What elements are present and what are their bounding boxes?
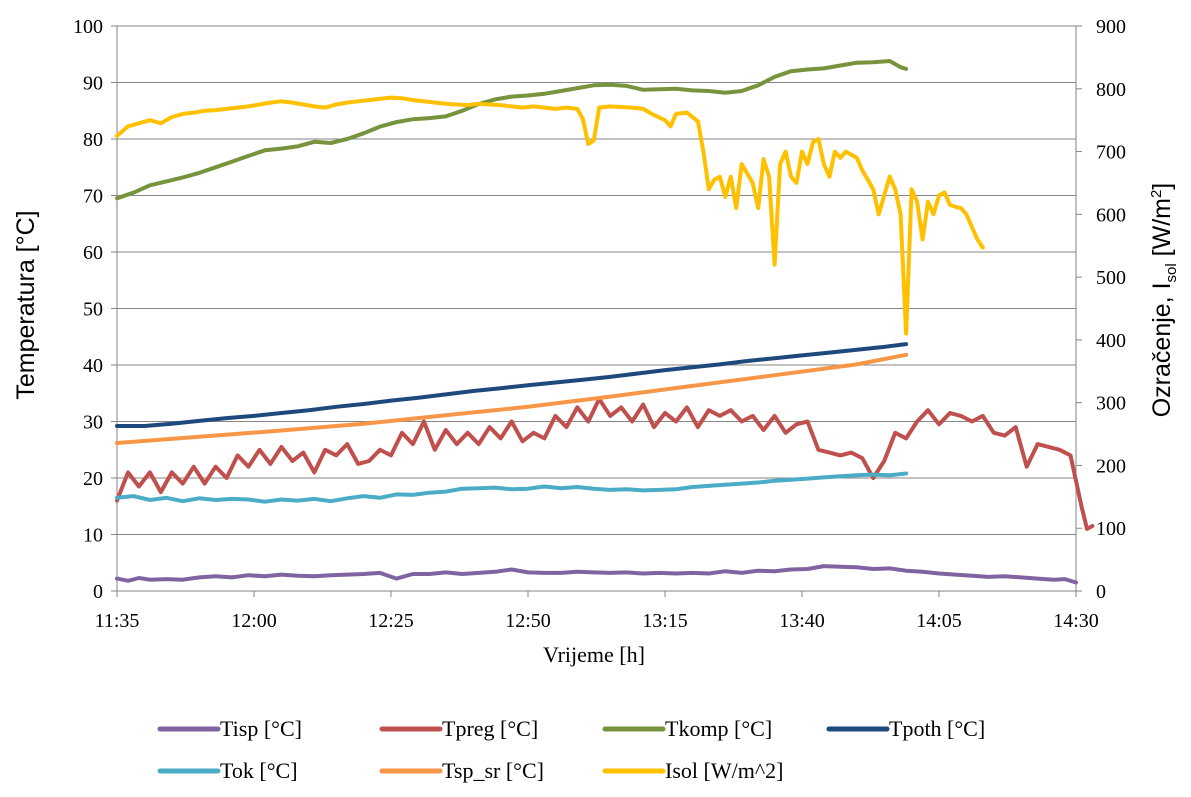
left-tick-label: 40: [83, 355, 103, 377]
series-line-tpreg: [117, 399, 1092, 529]
right-axis-title: Ozračenje, Isol [W/m2]: [1148, 183, 1180, 418]
right-tick-label: 0: [1096, 581, 1106, 603]
left-tick-label: 30: [83, 412, 103, 434]
right-axis-title-unit: [W/m: [1148, 198, 1176, 263]
right-tick-label: 300: [1096, 393, 1126, 415]
x-axis-title: Vrijeme [h]: [543, 642, 645, 667]
x-tick-label: 11:35: [95, 610, 140, 632]
left-axis-ticks: 0 10 20 30 40 50 60 70 80 90 100: [73, 16, 117, 603]
right-axis-title-close: ]: [1148, 183, 1176, 190]
right-tick-label: 400: [1096, 330, 1126, 352]
series-line-tkomp: [117, 61, 906, 198]
right-tick-label: 800: [1096, 79, 1126, 101]
left-axis-title: Temperatura [°C]: [12, 210, 40, 399]
left-tick-label: 20: [83, 468, 103, 490]
series-line-tisp: [117, 566, 1076, 582]
right-tick-label: 700: [1096, 142, 1126, 164]
series-line-tpoth: [117, 344, 906, 426]
legend-label-tsp-sr: Tsp_sr [°C]: [442, 758, 544, 783]
legend-label-isol: Isol [W/m^2]: [665, 758, 783, 783]
x-tick-label: 14:30: [1053, 610, 1099, 632]
legend-label-tpreg: Tpreg [°C]: [442, 716, 538, 741]
right-tick-label: 600: [1096, 204, 1126, 226]
right-axis-title-superscript: 2: [1148, 190, 1165, 198]
legend-label-tkomp: Tkomp [°C]: [665, 716, 772, 741]
right-tick-label: 100: [1096, 518, 1126, 540]
left-tick-label: 10: [83, 525, 103, 547]
x-tick-label: 12:50: [505, 610, 551, 632]
legend: Tisp [°C] Tpreg [°C] Tkomp [°C] Tpoth [°C] T…: [160, 716, 985, 783]
right-tick-label: 500: [1096, 267, 1126, 289]
x-tick-label: 13:40: [779, 610, 825, 632]
series-line-isol: [117, 98, 983, 334]
right-tick-label: 900: [1096, 16, 1126, 38]
x-axis-ticks: 11:35 12:00 12:25 12:50 13:15 13:40 14:05 14:30: [95, 591, 1099, 632]
left-tick-label: 90: [83, 73, 103, 95]
left-tick-label: 100: [73, 16, 103, 38]
x-tick-label: 12:25: [368, 610, 414, 632]
left-tick-label: 70: [83, 186, 103, 208]
right-axis-title-main: Ozračenje, I: [1148, 282, 1176, 417]
left-tick-label: 60: [83, 242, 103, 264]
x-tick-label: 13:15: [642, 610, 688, 632]
legend-label-tisp: Tisp [°C]: [220, 716, 302, 741]
left-tick-label: 0: [93, 581, 103, 603]
x-tick-label: 12:00: [231, 610, 277, 632]
left-tick-label: 80: [83, 129, 103, 151]
gridlines: [117, 26, 1076, 591]
legend-label-tok: Tok [°C]: [220, 758, 298, 783]
left-tick-label: 50: [83, 299, 103, 321]
x-tick-label: 14:05: [916, 610, 962, 632]
legend-label-tpoth: Tpoth [°C]: [889, 716, 985, 741]
right-axis-title-subscript: sol: [1163, 263, 1180, 282]
right-tick-label: 200: [1096, 455, 1126, 477]
